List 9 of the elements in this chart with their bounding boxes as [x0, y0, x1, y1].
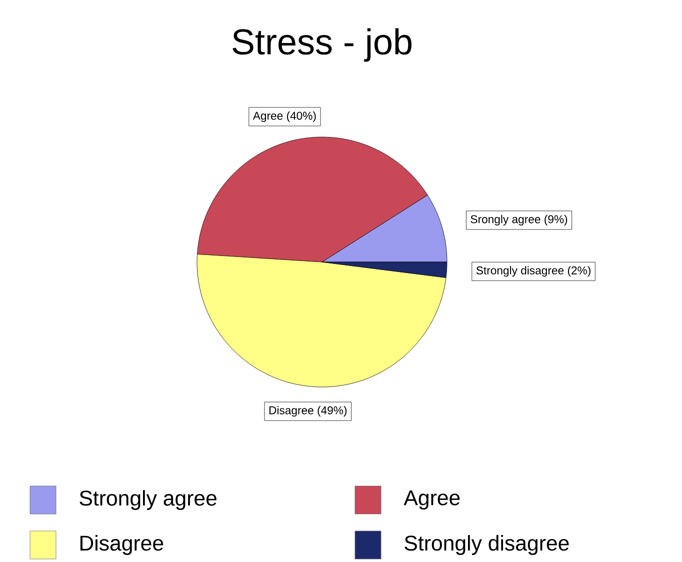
legend-label: Strongly agree	[80, 490, 216, 510]
chart-title: Stress - job	[232, 28, 412, 62]
legend-label: Agree	[404, 490, 460, 510]
data-label: Agree (40%)	[252, 111, 316, 122]
data-label: Disagree (49%)	[269, 406, 347, 417]
legend-label: Disagree	[80, 535, 164, 555]
legend-label: Strongly disagree	[404, 535, 569, 555]
data-label: Srongly agree (9%)	[470, 214, 568, 226]
data-label: Strongly disagree (2%)	[476, 266, 590, 277]
